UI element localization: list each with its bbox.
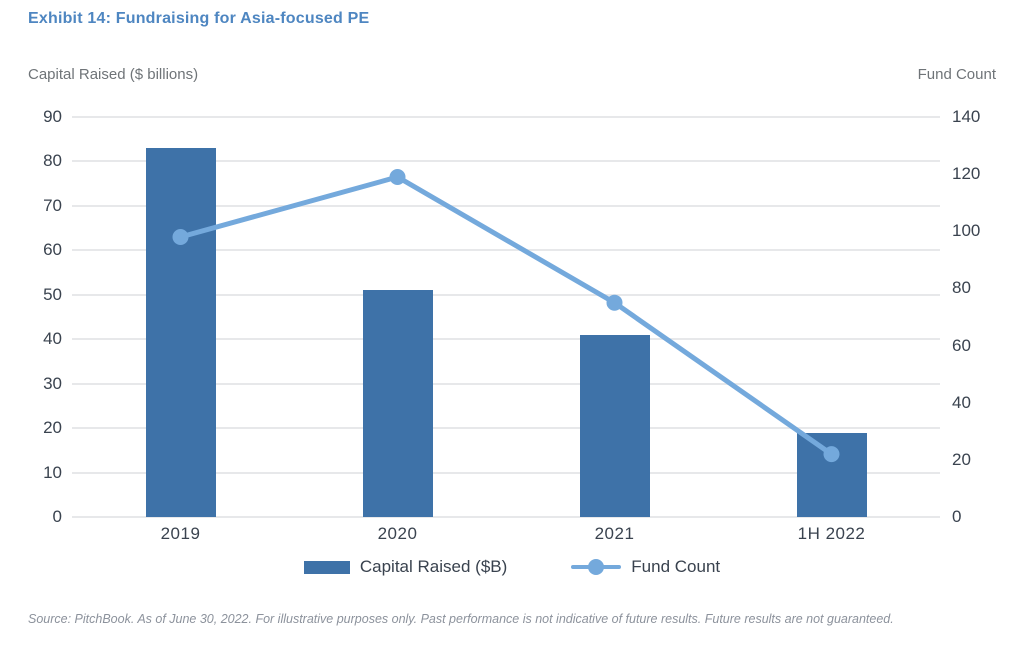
right-axis-tick: 100 bbox=[952, 221, 981, 241]
fund-count-marker-2021 bbox=[606, 294, 623, 311]
left-axis-tick: 30 bbox=[43, 373, 62, 393]
gridline bbox=[72, 516, 940, 518]
right-axis-tick: 0 bbox=[952, 507, 962, 526]
right-axis-tick: 60 bbox=[952, 335, 971, 355]
fund-count-marker-2020 bbox=[389, 169, 406, 185]
bar-swatch-icon bbox=[303, 560, 350, 574]
x-axis-label: 2021 bbox=[594, 524, 635, 543]
right-axis-tick: 80 bbox=[952, 278, 971, 298]
source-note: Source: PitchBook. As of June 30, 2022. … bbox=[28, 612, 894, 626]
bar-2020 bbox=[362, 290, 433, 517]
left-axis-tick: 80 bbox=[43, 151, 62, 171]
left-axis-tick: 60 bbox=[43, 240, 62, 260]
legend-label: Fund Count bbox=[631, 557, 721, 576]
x-axis-label: 2019 bbox=[160, 524, 201, 543]
gridline bbox=[72, 471, 940, 474]
chart-title: Exhibit 14: Fundraising for Asia-focused… bbox=[28, 10, 370, 27]
left-axis-title: Capital Raised ($ billions) bbox=[28, 66, 199, 83]
right-axis-title: Fund Count bbox=[917, 66, 996, 83]
right-axis-tick: 140 bbox=[952, 107, 981, 126]
left-axis-tick: 50 bbox=[43, 284, 62, 304]
left-axis-tick: 10 bbox=[43, 462, 62, 482]
legend-item-capital-raised: Capital Raised ($B) bbox=[303, 557, 508, 577]
right-axis-tick: 120 bbox=[952, 164, 981, 184]
legend-label: Capital Raised ($B) bbox=[359, 557, 508, 576]
x-axis-label: 1H 2022 bbox=[797, 524, 866, 543]
line-dot-swatch-icon bbox=[571, 559, 622, 575]
fund-count-line bbox=[179, 174, 833, 457]
left-axis-tick: 20 bbox=[43, 418, 62, 438]
bar-1h-2022 bbox=[796, 432, 867, 517]
bar-2021 bbox=[579, 334, 650, 517]
left-axis-tick: 40 bbox=[43, 329, 62, 349]
bar-2019 bbox=[145, 148, 216, 517]
right-axis-tick: 20 bbox=[952, 449, 971, 469]
x-axis-label: 2020 bbox=[377, 524, 418, 543]
gridline bbox=[72, 116, 940, 118]
left-axis-tick: 0 bbox=[52, 507, 62, 526]
left-axis-tick: 70 bbox=[43, 195, 62, 215]
legend: Capital Raised ($B) Fund Count bbox=[0, 557, 1024, 577]
left-axis-tick: 90 bbox=[43, 107, 62, 126]
gridline bbox=[72, 160, 940, 163]
legend-item-fund-count: Fund Count bbox=[571, 557, 720, 577]
right-axis-tick: 40 bbox=[952, 392, 971, 412]
